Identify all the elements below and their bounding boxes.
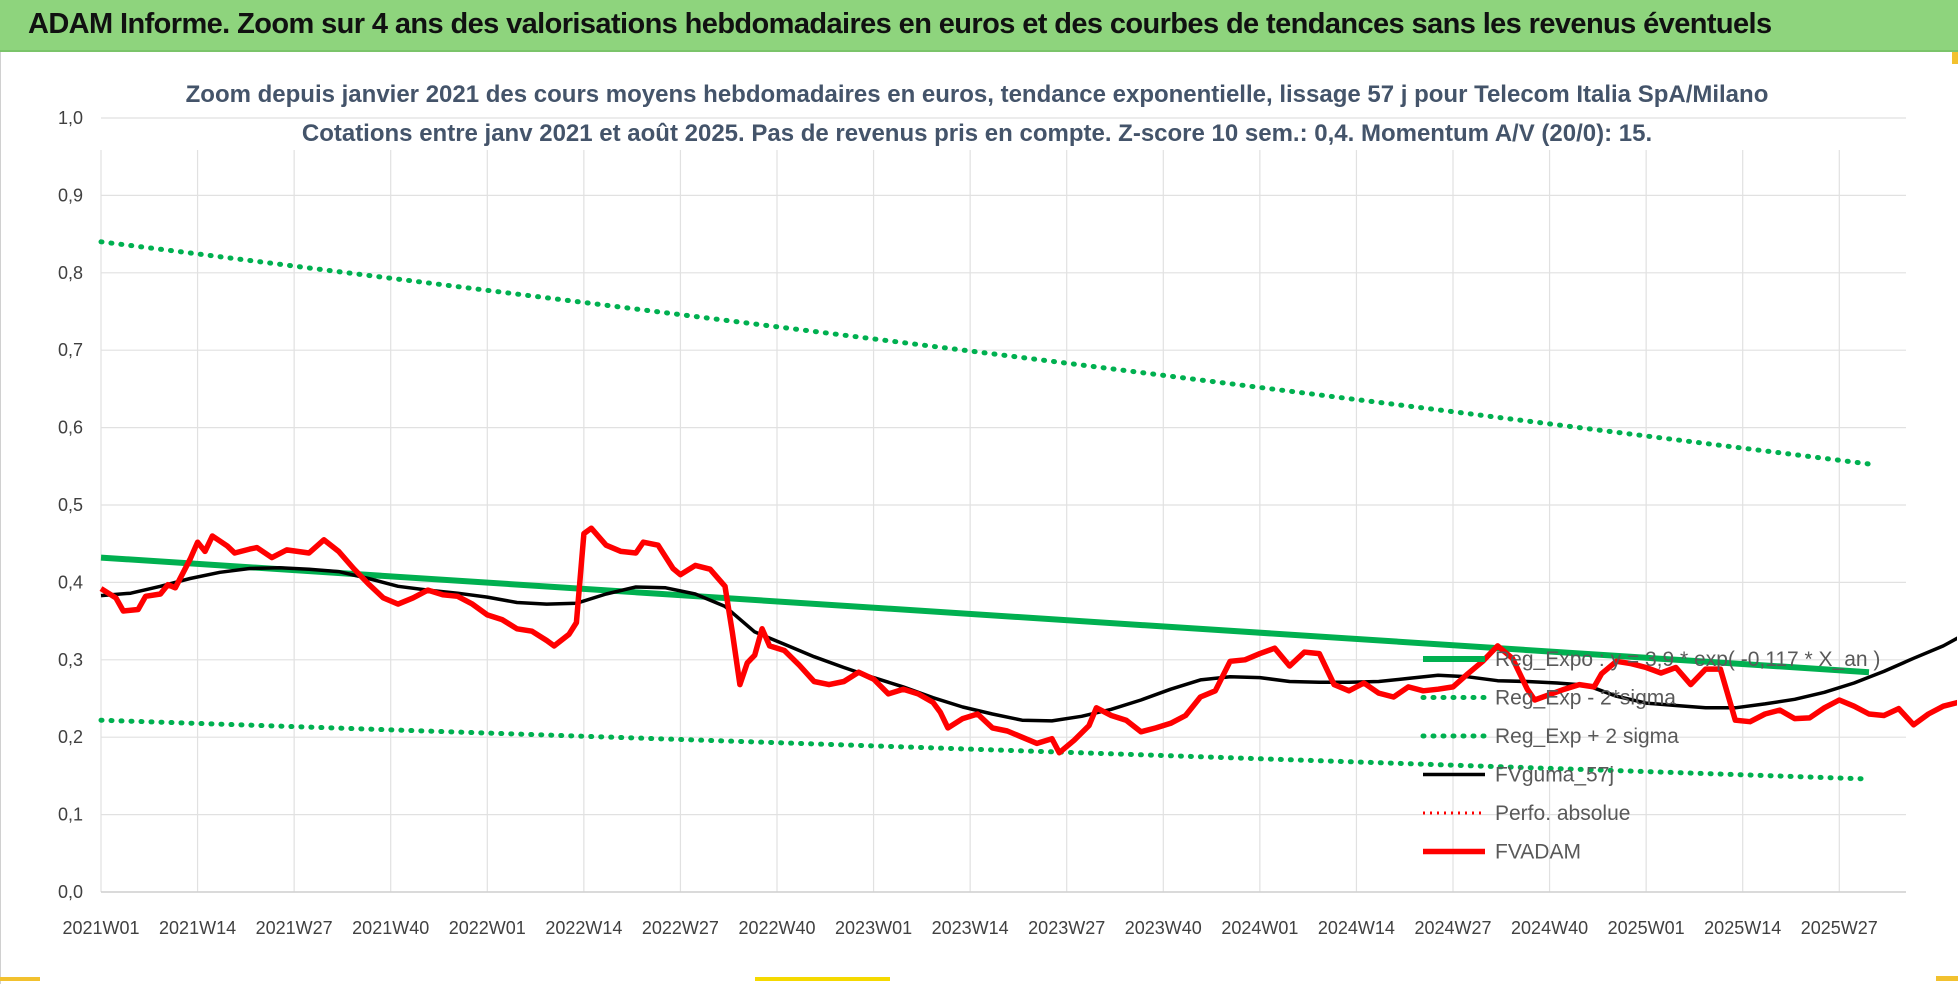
- x-tick-label: 2022W27: [642, 918, 719, 938]
- x-tick-label: 2021W27: [256, 918, 333, 938]
- y-tick-label: 0,9: [58, 185, 83, 205]
- x-tick-label: 2021W01: [62, 918, 139, 938]
- legend-label: Reg_Exp - 2*sigma: [1495, 687, 1676, 710]
- legend-label: FVguma_57j: [1495, 764, 1614, 787]
- y-tick-label: 0,0: [58, 882, 83, 902]
- x-tick-label: 2023W01: [835, 918, 912, 938]
- y-tick-label: 0,7: [58, 340, 83, 360]
- x-tick-label: 2024W01: [1221, 918, 1298, 938]
- x-tick-label: 2023W27: [1028, 918, 1105, 938]
- series-group: [98, 239, 1957, 782]
- chart-svg: Zoom depuis janvier 2021 des cours moyen…: [58, 81, 1957, 938]
- legend-label: Reg_Expo : y = 3,9 * exp( -0,117 * X_an …: [1495, 648, 1880, 671]
- chart-title: Zoom depuis janvier 2021 des cours moyen…: [186, 81, 1769, 108]
- y-axis: 0,0 0,1 0,2 0,3 0,4 0,5 0,6 0,7 0,8 0,9 1,0: [58, 108, 83, 902]
- x-tick-label: 2021W14: [159, 918, 236, 938]
- x-tick-label: 2022W14: [545, 918, 622, 938]
- bottom-left-marker: [0, 977, 40, 981]
- legend-label: Perfo. absolue: [1495, 802, 1630, 825]
- x-tick-label: 2022W01: [449, 918, 526, 938]
- y-tick-label: 0,8: [58, 263, 83, 283]
- x-tick-label: 2021W40: [352, 918, 429, 938]
- x-tick-label: 2025W01: [1608, 918, 1685, 938]
- bottom-mid-marker: [755, 977, 890, 981]
- y-tick-label: 0,5: [58, 495, 83, 515]
- reg-exp-plus-2sigma-line: [98, 239, 1872, 467]
- y-tick-label: 1,0: [58, 108, 83, 128]
- chart-subtitle: Cotations entre janv 2021 et août 2025. …: [302, 120, 1652, 147]
- x-tick-label: 2024W40: [1511, 918, 1588, 938]
- reg-expo-line: [100, 554, 1870, 676]
- fvadam-line: [99, 525, 1957, 756]
- x-tick-label: 2023W14: [932, 918, 1009, 938]
- x-tick-label: 2025W14: [1704, 918, 1781, 938]
- y-tick-label: 0,4: [58, 572, 83, 592]
- x-tick-label: 2023W40: [1125, 918, 1202, 938]
- banner-title: ADAM Informe. Zoom sur 4 ans des valoris…: [28, 8, 1772, 40]
- x-tick-label: 2022W40: [738, 918, 815, 938]
- x-tick-label: 2024W14: [1318, 918, 1395, 938]
- y-tick-label: 0,6: [58, 418, 83, 438]
- chart-frame: Zoom depuis janvier 2021 des cours moyen…: [0, 52, 1958, 984]
- legend-label: FVADAM: [1495, 841, 1581, 864]
- y-tick-label: 0,2: [58, 727, 83, 747]
- y-tick-label: 0,3: [58, 650, 83, 670]
- x-tick-label: 2025W27: [1801, 918, 1878, 938]
- legend: Reg_Expo : y = 3,9 * exp( -0,117 * X_an …: [1420, 648, 1880, 864]
- right-edge-marker: [1952, 52, 1958, 64]
- x-axis: 2021W01 2021W14 2021W27 2021W40 2022W01 2022W…: [62, 918, 1877, 938]
- x-tick-label: 2024W27: [1414, 918, 1491, 938]
- y-tick-label: 0,1: [58, 805, 83, 825]
- grid: [100, 117, 1906, 893]
- bottom-right-marker: [1936, 976, 1958, 981]
- legend-label: Reg_Exp + 2 sigma: [1495, 725, 1679, 748]
- header-banner: ADAM Informe. Zoom sur 4 ans des valoris…: [0, 0, 1958, 52]
